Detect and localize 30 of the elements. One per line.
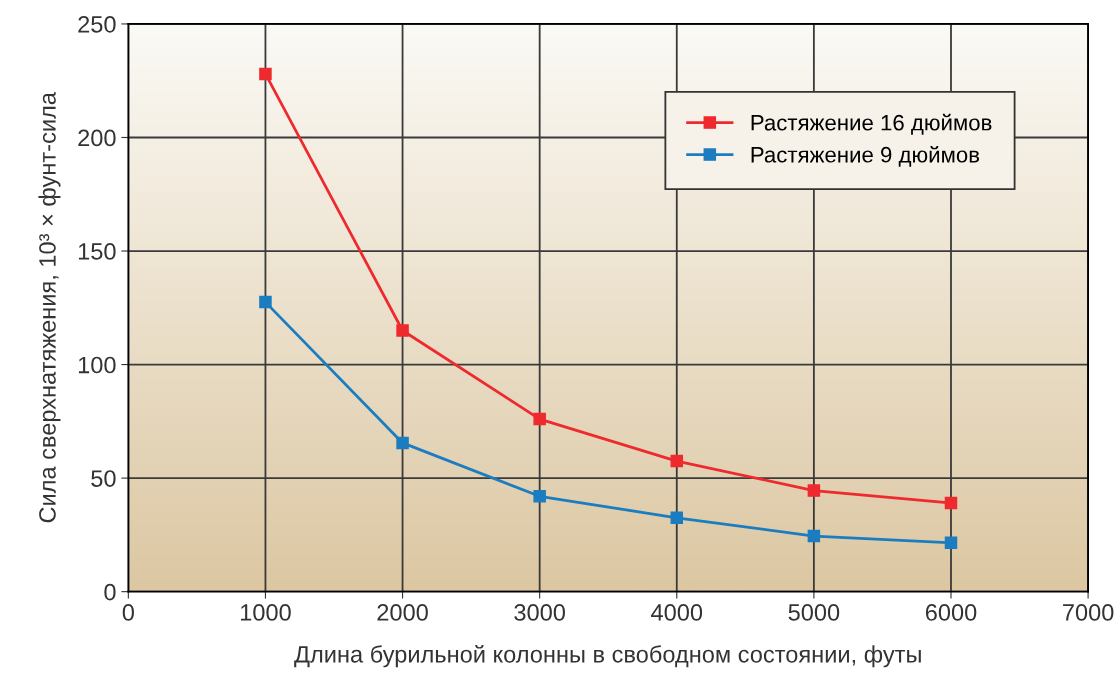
- y-axis-title: Сила сверхнатяжения, 10³ × фунт-сила: [38, 92, 61, 523]
- y-tick-label: 50: [91, 470, 116, 487]
- point: [670, 454, 684, 468]
- x-tick-label: 7000: [1063, 604, 1114, 621]
- y-tick-label: 200: [78, 129, 116, 147]
- x-tick-label: 6000: [925, 604, 977, 621]
- point: [259, 67, 272, 81]
- legend-label: Растяжение 16 дюймов: [751, 113, 992, 135]
- point: [807, 529, 821, 543]
- point: [533, 490, 546, 503]
- point: [670, 511, 684, 525]
- point: [396, 324, 409, 337]
- point: [944, 496, 958, 510]
- x-tick-label: 2000: [377, 604, 428, 621]
- point: [259, 295, 272, 309]
- x-tick-label: 4000: [651, 604, 703, 621]
- legend-label: Растяжение 9 дюймов: [751, 145, 980, 167]
- y-tick-label: 100: [78, 356, 116, 374]
- x-tick-label: 1000: [240, 604, 291, 621]
- x-tick-label: 0: [122, 604, 134, 621]
- point: [807, 484, 821, 497]
- x-axis-title: Длина бурильной колонны в свободном состоянии, футы: [294, 644, 921, 668]
- y-tick-label: 0: [104, 583, 116, 601]
- y-tick-label: 150: [78, 243, 116, 260]
- point: [533, 412, 546, 426]
- point: [396, 436, 409, 450]
- x-tick-label: 3000: [514, 604, 566, 621]
- x-tick-label: 5000: [788, 604, 840, 621]
- y-tick-label: 250: [78, 16, 116, 33]
- point: [944, 536, 958, 550]
